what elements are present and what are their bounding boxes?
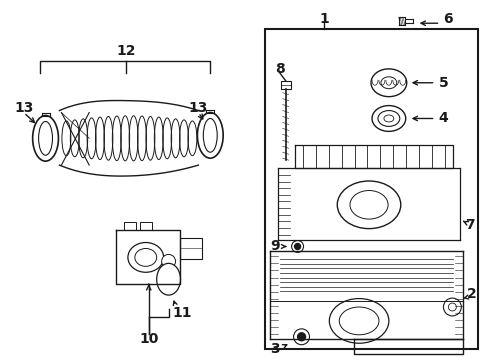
- Ellipse shape: [383, 115, 393, 122]
- Ellipse shape: [162, 255, 175, 268]
- Ellipse shape: [447, 303, 455, 311]
- Circle shape: [294, 243, 300, 249]
- Ellipse shape: [39, 121, 52, 155]
- Bar: [140, 222, 151, 230]
- Text: 6: 6: [443, 12, 452, 26]
- Ellipse shape: [337, 181, 400, 229]
- Text: 2: 2: [467, 287, 476, 301]
- Bar: [180, 238, 202, 260]
- Text: 8: 8: [274, 62, 284, 76]
- Ellipse shape: [371, 105, 405, 131]
- Ellipse shape: [380, 77, 396, 89]
- Ellipse shape: [203, 118, 217, 152]
- Bar: [123, 222, 136, 230]
- Ellipse shape: [349, 190, 387, 219]
- Ellipse shape: [156, 264, 180, 295]
- Ellipse shape: [293, 329, 309, 345]
- Text: 9: 9: [269, 239, 279, 253]
- Ellipse shape: [128, 243, 163, 272]
- Text: 5: 5: [438, 76, 447, 90]
- Text: 13: 13: [14, 100, 33, 114]
- Ellipse shape: [33, 116, 59, 161]
- Text: 10: 10: [139, 332, 158, 346]
- Text: 7: 7: [465, 218, 474, 231]
- Ellipse shape: [370, 69, 406, 96]
- Bar: [264, 29, 477, 349]
- Ellipse shape: [197, 113, 223, 158]
- Text: 3: 3: [269, 342, 279, 356]
- Ellipse shape: [443, 298, 460, 316]
- Text: 12: 12: [116, 44, 135, 58]
- Ellipse shape: [291, 240, 303, 252]
- Ellipse shape: [339, 307, 378, 335]
- Ellipse shape: [377, 111, 399, 126]
- Text: 4: 4: [438, 112, 447, 126]
- Bar: [280, 81, 290, 89]
- Text: 11: 11: [172, 306, 192, 320]
- Circle shape: [297, 333, 305, 341]
- Ellipse shape: [135, 248, 156, 266]
- Text: 13: 13: [188, 100, 207, 114]
- Ellipse shape: [328, 298, 388, 343]
- Text: 1: 1: [319, 12, 328, 26]
